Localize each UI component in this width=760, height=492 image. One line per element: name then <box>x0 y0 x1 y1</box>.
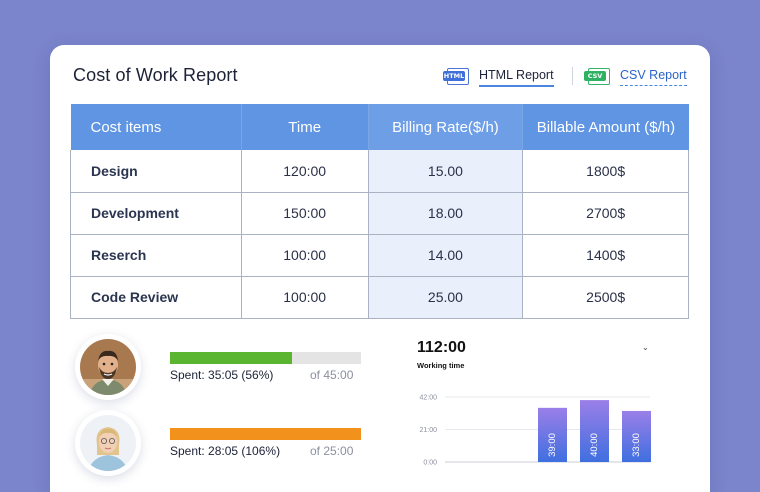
html-report-label: HTML Report <box>479 68 554 87</box>
divider <box>572 67 573 85</box>
working-time-value: 112:00 <box>417 339 466 356</box>
column-header-cost-items: Cost items <box>70 104 242 150</box>
cell-item: Development <box>70 191 242 235</box>
working-time-label: Working time <box>417 361 465 370</box>
avatar-woman-photo-icon <box>80 415 136 471</box>
chart-bar <box>580 400 609 462</box>
cell-amount: 2700$ <box>522 191 689 235</box>
chart-bar <box>538 407 567 462</box>
working-time-chart: 42:00 21:00 0:00 39:00 40:00 33:00 <box>419 395 651 467</box>
cell-time: 150:00 <box>240 191 369 235</box>
y-tick-label: 21:00 <box>419 427 437 434</box>
cell-time: 100:00 <box>240 275 369 319</box>
chart-bar <box>622 410 651 462</box>
cell-amount: 1400$ <box>522 233 689 277</box>
y-tick-label: 42:00 <box>419 395 437 402</box>
csv-report-link[interactable]: CSV CSV Report <box>584 65 687 89</box>
report-card: Cost of Work Report HTML HTML Report CSV… <box>50 45 710 492</box>
html-file-icon: HTML <box>443 68 469 86</box>
cell-rate: 18.00 <box>367 191 524 235</box>
csv-file-icon: CSV <box>584 68 610 86</box>
table-row: Development 150:00 18.00 2700$ <box>70 191 689 235</box>
csv-report-label: CSV Report <box>620 68 687 86</box>
html-report-link[interactable]: HTML HTML Report <box>443 65 554 89</box>
chevron-down-icon[interactable]: ⌄ <box>642 343 649 352</box>
cell-time: 120:00 <box>240 150 369 193</box>
progress-fill-2 <box>170 428 361 440</box>
bar-label: 40:00 <box>589 433 600 457</box>
bar-label: 33:00 <box>631 433 642 457</box>
table-row: Code Review 100:00 25.00 2500$ <box>70 275 689 319</box>
cost-table: Cost items Time Billing Rate($/h) Billab… <box>70 104 689 319</box>
table-row: Reserch 100:00 14.00 1400$ <box>70 233 689 277</box>
cell-amount: 1800$ <box>522 150 689 193</box>
table-row: Design 120:00 15.00 1800$ <box>70 150 689 193</box>
cell-amount: 2500$ <box>522 275 689 319</box>
progress-fill-1 <box>170 352 293 364</box>
avatar-man-photo-icon <box>80 339 136 395</box>
cell-item: Code Review <box>70 275 242 319</box>
y-tick-label: 0:00 <box>423 460 437 467</box>
progress-bar-2 <box>170 428 361 440</box>
cell-item: Reserch <box>70 233 242 277</box>
progress-bar-1 <box>170 352 361 364</box>
cell-rate: 14.00 <box>367 233 524 277</box>
bar-label: 39:00 <box>547 433 558 457</box>
column-header-billable-amount: Billable Amount ($/h) <box>522 104 689 150</box>
table-header-row: Cost items Time Billing Rate($/h) Billab… <box>70 104 689 150</box>
cell-rate: 15.00 <box>367 150 524 193</box>
of-text-2: of 25:00 <box>310 444 354 458</box>
cell-rate: 25.00 <box>367 275 524 319</box>
avatar-man <box>75 334 141 400</box>
spent-text-1: Spent: 35:05 (56%) <box>170 368 274 382</box>
column-header-billing-rate: Billing Rate($/h) <box>368 104 524 150</box>
column-header-time: Time <box>241 104 369 150</box>
avatar-woman <box>75 410 141 476</box>
page-title: Cost of Work Report <box>73 65 238 85</box>
cell-item: Design <box>70 150 242 193</box>
cell-time: 100:00 <box>240 233 369 277</box>
of-text-1: of 45:00 <box>310 368 354 382</box>
spent-text-2: Spent: 28:05 (106%) <box>170 444 281 458</box>
